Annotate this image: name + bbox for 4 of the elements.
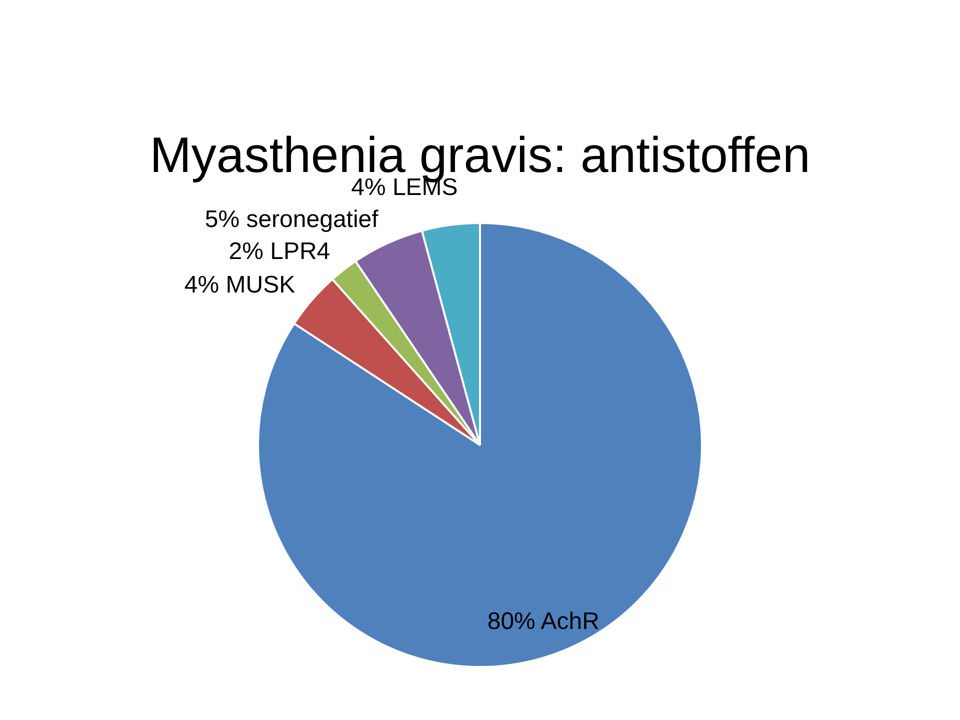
slice-label: 4% MUSK (184, 271, 296, 298)
slice-label: 5% seronegatief (204, 206, 379, 234)
slice-label: 80% AchR (487, 608, 600, 635)
slice-label: 2% LPR4 (228, 238, 330, 266)
